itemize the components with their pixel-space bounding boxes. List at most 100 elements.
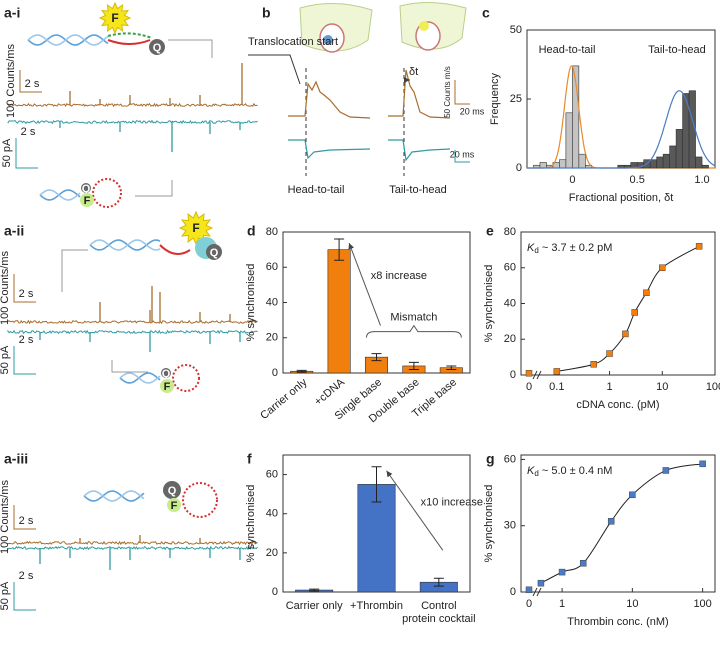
trace-label: Tail-to-head [389, 184, 446, 196]
quencher [206, 244, 222, 260]
panel-label: e [486, 223, 494, 239]
histogram-bar [565, 112, 573, 169]
scale-bar [15, 138, 38, 169]
histogram-bar [669, 145, 677, 169]
dna-strand [83, 490, 145, 502]
dna-strand [89, 239, 161, 251]
annotation: δt [409, 66, 418, 78]
error-bar [408, 361, 419, 370]
scale-label: 2 s [19, 334, 34, 346]
trace [7, 119, 258, 125]
x-axis-label: Thrombin conc. (nM) [567, 616, 668, 628]
x-tick-label: 1.0 [694, 174, 709, 186]
histogram-bar [701, 164, 709, 169]
panel-label: a-i [4, 5, 20, 21]
annotation-part: K [527, 465, 535, 477]
quencher [81, 183, 91, 193]
y-tick-label: 50 [510, 24, 522, 36]
axis-break [536, 370, 542, 380]
axis-break [532, 370, 538, 380]
data-point [579, 560, 587, 567]
y-axis-label: % synchronised [483, 265, 495, 343]
histogram-bar [662, 153, 670, 169]
x-axis-label: Fractional position, δt [569, 192, 674, 204]
axis-break [536, 587, 542, 597]
y-tick-label: 0 [510, 369, 516, 381]
panel-label: b [262, 5, 271, 21]
scale-label: 50 Counts m/s [443, 66, 452, 118]
fluorophore [160, 379, 174, 393]
scale-label: 2 s [25, 78, 40, 90]
y-tick-label: 40 [504, 297, 516, 309]
scale-bar [13, 346, 36, 375]
scale-bar [13, 582, 36, 611]
quencher-label: Q [168, 485, 177, 497]
scale-label: 100 Counts/ms [0, 480, 11, 554]
dna-strand [89, 239, 161, 251]
error-bar [371, 353, 382, 362]
y-axis-label: Frequency [489, 73, 501, 125]
scale-label: 100 Counts/ms [0, 251, 11, 325]
bar [327, 249, 351, 374]
data-point [590, 361, 597, 368]
dna-strand [107, 39, 151, 45]
panel-b-traces [248, 54, 470, 176]
x-tick-label: 0 [569, 174, 575, 186]
data-point [553, 368, 561, 375]
annotation-part: ~ 3.7 ± 0.2 pM [539, 242, 613, 254]
data-point [607, 518, 615, 525]
data-point [659, 264, 666, 271]
fluorophore-label: F [84, 195, 91, 207]
fluorophore [98, 1, 132, 35]
x-tick-label: +cDNA [312, 376, 347, 408]
scale-label: 20 ms [450, 149, 475, 159]
histogram-bar [675, 129, 683, 169]
annotation: Mismatch [390, 312, 437, 324]
scale-label: 2 s [19, 288, 34, 300]
panel-label: a-ii [4, 223, 24, 239]
brace [366, 324, 462, 338]
scale-bar [13, 505, 36, 530]
data-point [631, 309, 638, 316]
error-bar [446, 365, 457, 370]
trace [7, 102, 258, 108]
histogram-bar [539, 162, 547, 169]
y-tick-label: 60 [504, 262, 516, 274]
panel-label: c [482, 5, 490, 21]
x-tick-label: 1 [606, 381, 612, 393]
scale-bar [13, 274, 36, 303]
scale-label: 50 pA [1, 138, 13, 167]
series-label: Tail-to-head [648, 44, 705, 56]
dna-strand [119, 372, 161, 384]
x-tick-label: 100 [706, 381, 720, 393]
error-bar [309, 588, 320, 592]
y-tick-label: 0 [272, 367, 278, 379]
data-point [525, 586, 533, 594]
scale-label: 2 s [19, 515, 34, 527]
quencher-label: Q [153, 42, 162, 54]
pointer [135, 180, 173, 197]
x-tick-label: 1 [559, 598, 565, 610]
y-tick-label: 20 [504, 333, 516, 345]
annotation: Kd ~ 3.7 ± 0.2 pM [527, 242, 612, 255]
panel-label: d [247, 223, 256, 239]
y-tick-label: 60 [266, 261, 278, 273]
data-point [695, 243, 703, 250]
quencher-label: Q [210, 247, 219, 259]
error-bar [371, 466, 382, 503]
data-point [622, 330, 629, 338]
dna-strand [159, 244, 191, 255]
dna-strand [39, 189, 81, 201]
scale-label: 2 s [19, 570, 34, 582]
dna-strand [107, 32, 153, 39]
annotation: Kd ~ 5.0 ± 0.4 nM [527, 465, 612, 478]
data-point [606, 350, 613, 357]
quencher-label: Q [82, 183, 91, 195]
x-axis-label: cDNA conc. (pM) [576, 399, 659, 411]
dna-strand [27, 34, 109, 46]
y-tick-label: 20 [266, 332, 278, 344]
histogram-bar [695, 156, 703, 169]
y-tick-label: 40 [266, 296, 278, 308]
scale-label: 50 pA [0, 581, 11, 610]
